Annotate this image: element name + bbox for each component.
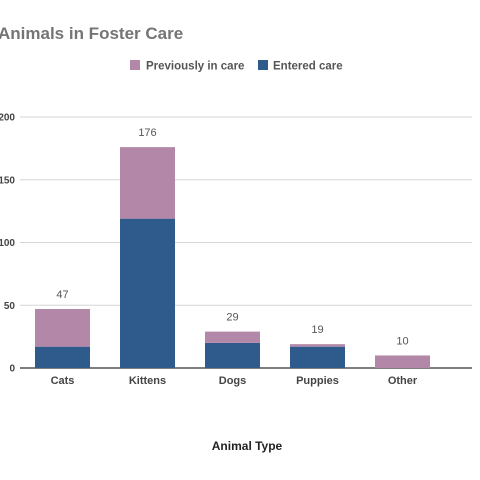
data-label-puppies: 19 <box>311 324 323 336</box>
data-label-cats: 47 <box>56 289 68 301</box>
bar-cats-previously-in-care <box>35 309 90 347</box>
y-tick-label-0: 0 <box>9 364 15 375</box>
legend-label-previously-in-care: Previously in care <box>146 61 244 73</box>
x-tick-label-dogs: Dogs <box>219 375 247 387</box>
y-tick-label-100: 100 <box>0 238 15 249</box>
x-tick-label-kittens: Kittens <box>129 375 166 387</box>
y-tick-label-200: 200 <box>0 113 15 124</box>
legend-swatch-entered-care <box>258 60 268 70</box>
bar-cats-entered-care <box>35 346 90 368</box>
data-labels: 47 176 29 19 10 <box>56 127 408 347</box>
x-axis-title: Animal Type <box>212 439 283 453</box>
bar-dogs-previously-in-care <box>205 331 260 343</box>
x-tick-label-other: Other <box>388 375 418 387</box>
y-tick-label-150: 150 <box>0 175 15 186</box>
bars <box>35 147 430 368</box>
data-label-other: 10 <box>396 335 408 347</box>
data-label-kittens: 176 <box>138 127 156 139</box>
y-axis-tick-labels: 0 50 100 150 200 <box>0 113 15 375</box>
x-axis-tick-labels: Cats Kittens Dogs Puppies Other <box>51 375 418 387</box>
chart-title: Animals in Foster Care <box>0 24 183 43</box>
legend-swatch-previously-in-care <box>130 60 140 70</box>
data-label-dogs: 29 <box>226 312 238 324</box>
bar-dogs-entered-care <box>205 342 260 368</box>
y-tick-label-50: 50 <box>4 301 16 312</box>
bar-puppies-entered-care <box>290 346 345 368</box>
legend: Previously in care Entered care <box>130 60 343 73</box>
x-tick-label-cats: Cats <box>51 375 75 387</box>
bar-other-previously-in-care <box>375 355 430 368</box>
bar-kittens-entered-care <box>120 218 175 368</box>
legend-label-entered-care: Entered care <box>273 61 343 73</box>
bar-kittens-previously-in-care <box>120 147 175 219</box>
bar-puppies-previously-in-care <box>290 344 345 347</box>
x-tick-label-puppies: Puppies <box>296 375 339 387</box>
